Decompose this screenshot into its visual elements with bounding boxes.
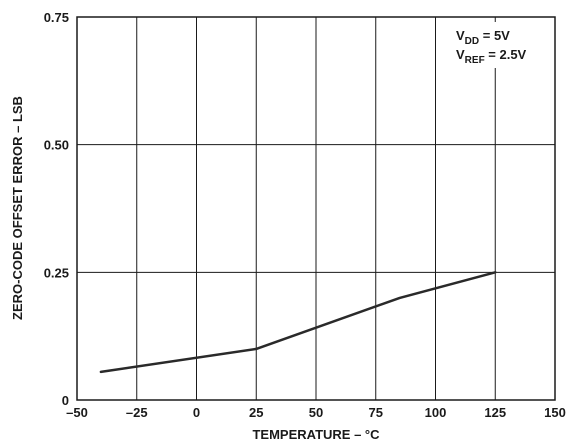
x-tick-label: 25 (249, 405, 263, 420)
y-axis-title: ZERO-CODE OFFSET ERROR – LSB (10, 96, 25, 320)
y-tick-label: 0.50 (44, 138, 69, 153)
series-line (99, 271, 497, 374)
y-tick-label: 0 (62, 393, 69, 408)
annotation-text: VREF = 2.5V (456, 47, 527, 66)
x-tick-label: 125 (484, 405, 506, 420)
plot-frame (76, 16, 556, 401)
x-tick-label: 0 (193, 405, 200, 420)
y-tick-label: 0.75 (44, 10, 69, 25)
annotation-text: VDD = 5V (456, 28, 510, 47)
y-tick-labels: 0 0.25 0.50 0.75 (44, 10, 69, 408)
x-tick-label: 75 (369, 405, 383, 420)
x-tick-label: 50 (309, 405, 323, 420)
y-tick-label: 0.25 (44, 265, 69, 280)
series-group (99, 271, 497, 374)
x-tick-label: 150 (544, 405, 566, 420)
annotation-box (447, 22, 551, 68)
x-tick-label: –50 (66, 405, 88, 420)
grid-lines (77, 17, 555, 400)
x-tick-label: –25 (126, 405, 148, 420)
x-tick-label: 100 (425, 405, 447, 420)
x-axis-title: TEMPERATURE – °C (252, 427, 380, 442)
x-tick-labels: –50 –25 0 25 50 75 100 125 150 (66, 405, 566, 420)
